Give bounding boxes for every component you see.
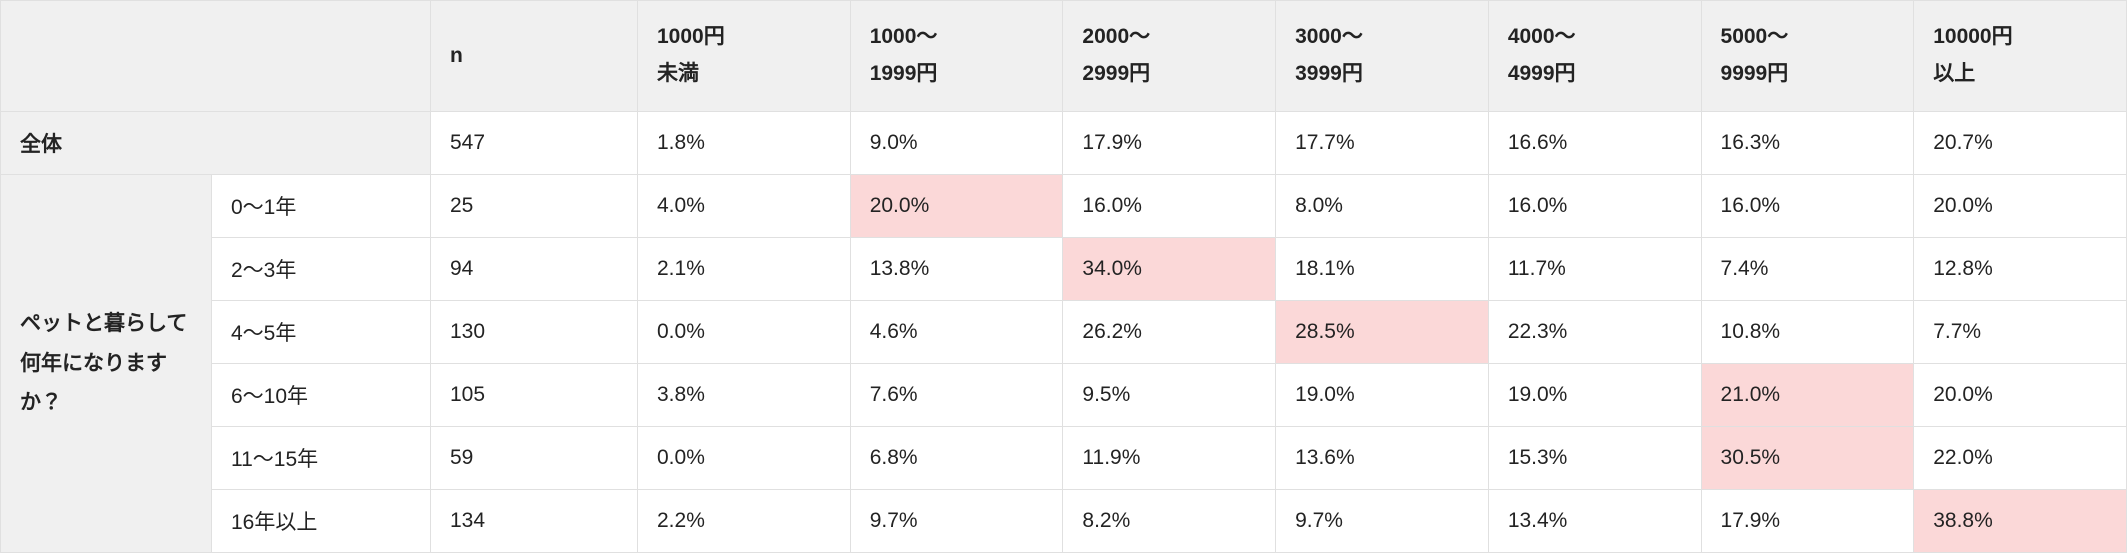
table-cell: 30.5% bbox=[1700, 426, 1915, 490]
table-cell: 6.8% bbox=[849, 426, 1064, 490]
row-label: 11〜15年 bbox=[211, 426, 431, 490]
table-cell: 3.8% bbox=[637, 363, 851, 427]
column-header-1000-1999: 1000〜 1999円 bbox=[849, 0, 1064, 112]
table-cell: 20.7% bbox=[1913, 111, 2127, 175]
table-cell: 19.0% bbox=[1487, 363, 1702, 427]
table-cell: 16.0% bbox=[1487, 174, 1702, 238]
table-cell: 16.6% bbox=[1487, 111, 1702, 175]
table-cell: 13.4% bbox=[1487, 489, 1702, 553]
table-cell: 15.3% bbox=[1487, 426, 1702, 490]
row-label: 16年以上 bbox=[211, 489, 431, 553]
table-cell: 9.0% bbox=[849, 111, 1064, 175]
table-cell-n: 134 bbox=[430, 489, 638, 553]
table-cell: 2.1% bbox=[637, 237, 851, 301]
column-header-4000-4999: 4000〜 4999円 bbox=[1487, 0, 1702, 112]
table-row: 16年以上 134 2.2% 9.7% 8.2% 9.7% 13.4% 17.9… bbox=[1, 489, 2127, 553]
table-cell: 16.0% bbox=[1700, 174, 1915, 238]
row-label: 4〜5年 bbox=[211, 300, 431, 364]
row-label: 6〜10年 bbox=[211, 363, 431, 427]
table-cell: 0.0% bbox=[637, 300, 851, 364]
table-cell: 18.1% bbox=[1275, 237, 1489, 301]
table-row: 11〜15年 59 0.0% 6.8% 11.9% 13.6% 15.3% 30… bbox=[1, 426, 2127, 490]
table-cell: 7.4% bbox=[1700, 237, 1915, 301]
table-cell: 11.9% bbox=[1062, 426, 1277, 490]
table-cell-n: 25 bbox=[430, 174, 638, 238]
table-cell: 20.0% bbox=[1913, 363, 2127, 427]
column-header-under-1000: 1000円 未満 bbox=[637, 0, 851, 112]
table-cell-n: 547 bbox=[430, 111, 638, 175]
table-cell: 28.5% bbox=[1275, 300, 1489, 364]
table-row: 2〜3年 94 2.1% 13.8% 34.0% 18.1% 11.7% 7.4… bbox=[1, 237, 2127, 301]
table-row: 6〜10年 105 3.8% 7.6% 9.5% 19.0% 19.0% 21.… bbox=[1, 363, 2127, 427]
table-cell: 4.6% bbox=[849, 300, 1064, 364]
table-cell: 16.3% bbox=[1700, 111, 1915, 175]
table-cell: 34.0% bbox=[1062, 237, 1277, 301]
table-cell: 22.3% bbox=[1487, 300, 1702, 364]
table-cell: 13.6% bbox=[1275, 426, 1489, 490]
table-cell: 11.7% bbox=[1487, 237, 1702, 301]
table-cell: 12.8% bbox=[1913, 237, 2127, 301]
table-cell: 9.5% bbox=[1062, 363, 1277, 427]
corner-cell bbox=[0, 0, 431, 112]
table-cell-n: 105 bbox=[430, 363, 638, 427]
total-row: 全体 547 1.8% 9.0% 17.9% 17.7% 16.6% 16.3%… bbox=[0, 111, 2127, 175]
table-cell: 9.7% bbox=[1275, 489, 1489, 553]
row-group-question-label: ペットと暮らして何年になりますか？ bbox=[0, 174, 212, 553]
table-row: ペットと暮らして何年になりますか？ 0〜1年 25 4.0% 20.0% 16.… bbox=[0, 174, 2127, 553]
table-cell: 10.8% bbox=[1700, 300, 1915, 364]
column-header-n: n bbox=[430, 0, 638, 112]
table-cell: 2.2% bbox=[637, 489, 851, 553]
table-cell: 7.7% bbox=[1913, 300, 2127, 364]
table-cell: 26.2% bbox=[1062, 300, 1277, 364]
column-header-over-10000: 10000円 以上 bbox=[1913, 0, 2127, 112]
table-cell-n: 130 bbox=[430, 300, 638, 364]
column-header-3000-3999: 3000〜 3999円 bbox=[1275, 0, 1489, 112]
table-cell: 38.8% bbox=[1913, 489, 2127, 553]
table-row: 4〜5年 130 0.0% 4.6% 26.2% 28.5% 22.3% 10.… bbox=[1, 300, 2127, 364]
table-cell-n: 94 bbox=[430, 237, 638, 301]
table-cell-n: 59 bbox=[430, 426, 638, 490]
row-label-total: 全体 bbox=[0, 111, 431, 175]
table-cell: 16.0% bbox=[1062, 174, 1277, 238]
table-cell: 0.0% bbox=[637, 426, 851, 490]
column-header-5000-9999: 5000〜 9999円 bbox=[1700, 0, 1915, 112]
table-cell: 13.8% bbox=[849, 237, 1064, 301]
table-cell: 8.2% bbox=[1062, 489, 1277, 553]
table-cell: 1.8% bbox=[637, 111, 851, 175]
table-cell: 17.9% bbox=[1700, 489, 1915, 553]
table-cell: 8.0% bbox=[1275, 174, 1489, 238]
table-cell: 17.7% bbox=[1275, 111, 1489, 175]
row-label: 0〜1年 bbox=[211, 174, 431, 238]
table-cell: 17.9% bbox=[1062, 111, 1277, 175]
header-row: n 1000円 未満 1000〜 1999円 2000〜 2999円 3000〜… bbox=[0, 0, 2127, 112]
table-cell: 20.0% bbox=[1913, 174, 2127, 238]
table-cell: 9.7% bbox=[849, 489, 1064, 553]
row-label: 2〜3年 bbox=[211, 237, 431, 301]
table-cell: 4.0% bbox=[637, 174, 851, 238]
table-cell: 22.0% bbox=[1913, 426, 2127, 490]
table-cell: 21.0% bbox=[1700, 363, 1915, 427]
table-cell: 20.0% bbox=[849, 174, 1064, 238]
table-cell: 7.6% bbox=[849, 363, 1064, 427]
column-header-2000-2999: 2000〜 2999円 bbox=[1062, 0, 1277, 112]
table-cell: 19.0% bbox=[1275, 363, 1489, 427]
